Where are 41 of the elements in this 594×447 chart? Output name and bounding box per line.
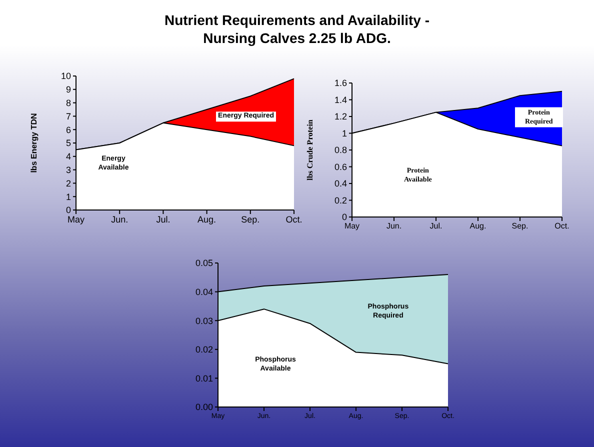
y-tick-label: 1 (66, 192, 71, 202)
y-tick-label: 1 (342, 128, 347, 138)
x-tick-label: Oct. (286, 214, 302, 224)
y-tick-label: 0.8 (334, 145, 347, 156)
y-tick-label: 0.4 (334, 178, 347, 189)
x-tick-label: May (67, 214, 85, 224)
x-tick-label: Sep. (512, 222, 528, 231)
y-tick-label: 9 (66, 84, 71, 95)
y-tick-label: 0.02 (195, 344, 213, 355)
y-axis-title: lbs Energy TDN (30, 113, 38, 173)
x-tick-label: Jun. (386, 222, 402, 231)
chart-title: Nutrient Requirements and Availability - Nursing Calves 2.25 lb ADG. (163, 12, 430, 47)
y-tick-label: 0 (342, 212, 347, 222)
x-tick-label: Sep. (241, 214, 260, 224)
y-tick-label: 7 (66, 111, 71, 122)
y-tick-label: 8 (66, 98, 71, 108)
x-tick-label: Jul. (430, 222, 442, 231)
y-tick-label: 0.04 (195, 286, 213, 297)
y-tick-label: 5 (66, 138, 71, 148)
y-axis-title: lbs Crude Protein (306, 120, 314, 180)
y-tick-label: 0.00 (195, 402, 213, 412)
x-tick-label: Jun. (111, 214, 128, 224)
y-tick-label: 0 (66, 205, 71, 216)
x-tick-label: May (344, 222, 360, 231)
y-tick-label: 0.6 (334, 162, 347, 172)
y-tick-label: 6 (66, 124, 71, 135)
y-tick-label: 10 (60, 71, 71, 82)
y-tick-label: 0.01 (195, 373, 213, 384)
y-tick-label: 1.2 (334, 112, 347, 122)
y-tick-label: 4 (66, 152, 71, 162)
y-tick-label: 2 (66, 178, 71, 188)
y-tick-label: 0.05 (195, 258, 213, 268)
y-tick-label: 3 (66, 164, 71, 175)
x-tick-label: Oct. (554, 222, 570, 231)
x-tick-label: Jul. (156, 214, 170, 224)
y-tick-label: 0.2 (334, 195, 347, 206)
x-tick-label: Aug. (470, 222, 486, 231)
y-tick-label: 1.4 (334, 94, 347, 105)
y-tick-label: 0.03 (195, 316, 213, 326)
y-tick-label: 1.6 (334, 78, 347, 88)
x-tick-label: Aug. (198, 214, 216, 224)
